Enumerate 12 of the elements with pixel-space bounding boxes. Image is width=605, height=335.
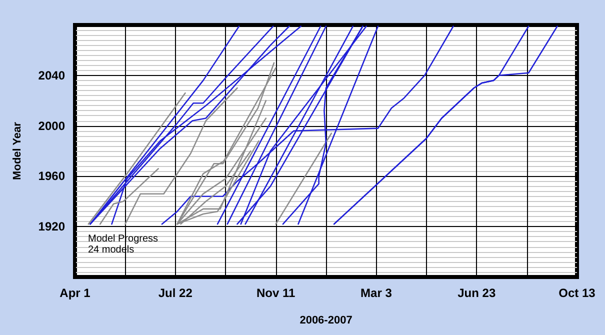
x-tick-label: Jun 23 bbox=[458, 286, 496, 300]
x-tick-label: Jul 22 bbox=[158, 286, 193, 300]
x-tick-label: Apr 1 bbox=[60, 286, 91, 300]
x-tick-label: Oct 13 bbox=[558, 286, 596, 300]
y-tick-label: 2040 bbox=[38, 68, 66, 82]
y-tick-label: 1920 bbox=[38, 220, 66, 234]
y-tick-label: 1960 bbox=[38, 169, 66, 184]
y-axis-title: Model Year bbox=[12, 121, 24, 180]
x-axis-title: 2006-2007 bbox=[300, 314, 352, 326]
y-tick-label: 2000 bbox=[38, 118, 66, 133]
x-tick-label: Mar 3 bbox=[360, 286, 392, 300]
x-tick-label: Nov 11 bbox=[256, 286, 296, 300]
